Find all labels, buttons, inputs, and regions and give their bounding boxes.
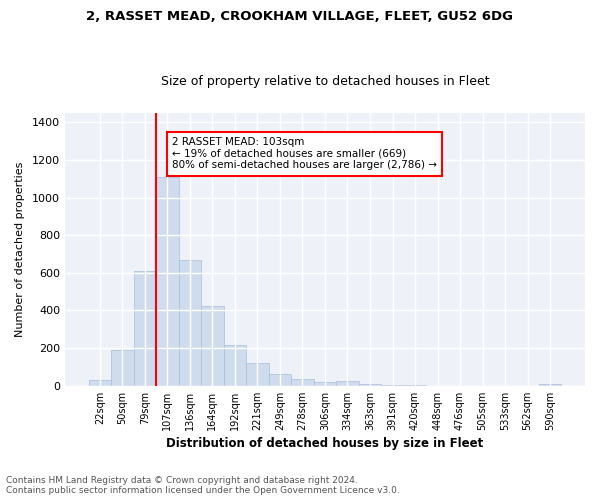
Title: Size of property relative to detached houses in Fleet: Size of property relative to detached ho… [161, 75, 489, 88]
Bar [134, 271, 156, 386]
Bar [246, 363, 269, 386]
Bar [179, 260, 201, 386]
Bar [156, 177, 179, 386]
Text: 2, RASSET MEAD, CROOKHAM VILLAGE, FLEET, GU52 6DG: 2, RASSET MEAD, CROOKHAM VILLAGE, FLEET,… [86, 10, 514, 23]
Bar [111, 350, 134, 386]
Y-axis label: Number of detached properties: Number of detached properties [15, 162, 25, 337]
Bar [336, 381, 359, 386]
Bar [539, 384, 562, 386]
Text: Contains HM Land Registry data © Crown copyright and database right 2024.
Contai: Contains HM Land Registry data © Crown c… [6, 476, 400, 495]
Bar [89, 380, 111, 386]
Bar [291, 379, 314, 386]
Bar [359, 384, 381, 386]
Bar [269, 374, 291, 386]
Text: 2 RASSET MEAD: 103sqm
← 19% of detached houses are smaller (669)
80% of semi-det: 2 RASSET MEAD: 103sqm ← 19% of detached … [172, 138, 437, 170]
Bar [314, 382, 336, 386]
Bar [224, 346, 246, 386]
X-axis label: Distribution of detached houses by size in Fleet: Distribution of detached houses by size … [166, 437, 484, 450]
Bar [201, 306, 224, 386]
